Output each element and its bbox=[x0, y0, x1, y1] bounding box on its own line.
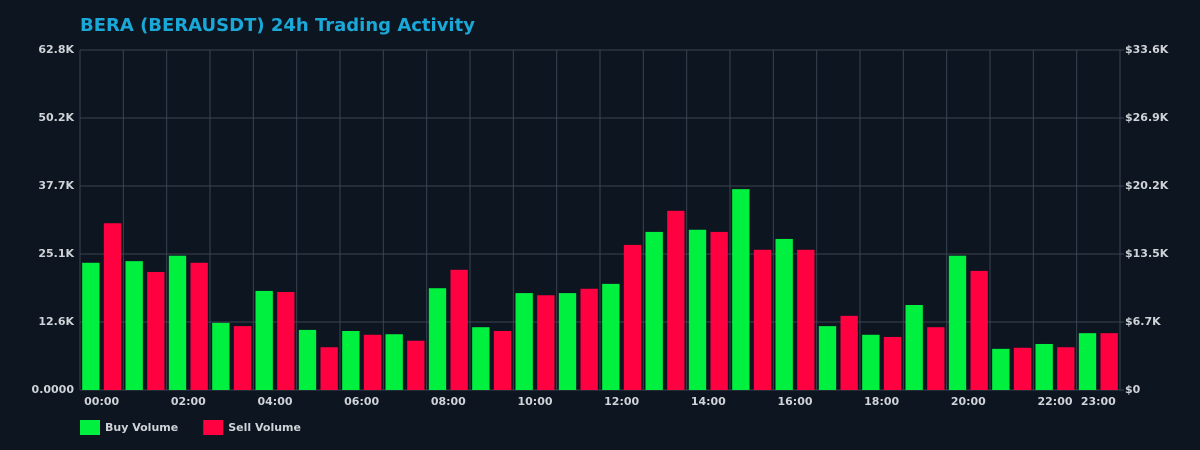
y-tick-label: 50.2K bbox=[38, 111, 74, 124]
x-tick-label: 22:00 bbox=[1037, 395, 1072, 408]
x-tick-label: 04:00 bbox=[257, 395, 292, 408]
bar bbox=[818, 326, 837, 390]
x-tick-label: 23:00 bbox=[1081, 395, 1116, 408]
bar bbox=[255, 290, 273, 390]
bar bbox=[580, 288, 598, 390]
bar bbox=[1100, 333, 1118, 390]
bar bbox=[212, 322, 230, 390]
bar bbox=[970, 270, 988, 390]
bar bbox=[667, 210, 685, 390]
x-tick-label: 02:00 bbox=[171, 395, 206, 408]
bar bbox=[645, 231, 663, 390]
bar bbox=[948, 255, 967, 390]
bar bbox=[472, 327, 490, 390]
x-tick-label: 10:00 bbox=[517, 395, 552, 408]
y2-tick-label: $13.5K bbox=[1125, 247, 1169, 260]
legend-label: Buy Volume bbox=[105, 421, 178, 434]
bar bbox=[602, 283, 620, 390]
bar bbox=[883, 336, 902, 390]
bar bbox=[775, 238, 793, 390]
bar bbox=[623, 244, 642, 390]
bar bbox=[342, 330, 360, 390]
x-tick-label: 18:00 bbox=[864, 395, 899, 408]
bar bbox=[363, 334, 382, 390]
x-tick-label: 16:00 bbox=[777, 395, 812, 408]
bar bbox=[277, 292, 295, 390]
x-tick-label: 12:00 bbox=[604, 395, 639, 408]
bar bbox=[992, 348, 1010, 390]
bar bbox=[493, 330, 512, 390]
chart-title: BERA (BERAUSDT) 24h Trading Activity bbox=[80, 15, 475, 36]
y2-tick-label: $0 bbox=[1125, 383, 1141, 396]
bar bbox=[385, 334, 403, 390]
legend-swatch bbox=[80, 420, 100, 435]
bar bbox=[840, 315, 858, 390]
y-tick-label: 37.7K bbox=[38, 179, 74, 192]
bar bbox=[1057, 347, 1075, 390]
y-tick-label: 25.1K bbox=[38, 247, 74, 260]
y-tick-label: 62.8K bbox=[38, 43, 74, 56]
bar bbox=[168, 255, 187, 390]
y-tick-label: 0.0000 bbox=[32, 383, 75, 396]
bar bbox=[558, 293, 577, 390]
bar bbox=[1013, 347, 1032, 390]
bar bbox=[688, 229, 707, 390]
y2-tick-label: $26.9K bbox=[1125, 111, 1169, 124]
y2-tick-label: $6.7K bbox=[1125, 315, 1161, 328]
bar bbox=[103, 223, 122, 390]
x-tick-label: 14:00 bbox=[691, 395, 726, 408]
x-tick-label: 08:00 bbox=[431, 395, 466, 408]
legend-swatch bbox=[203, 420, 224, 435]
x-tick-label: 20:00 bbox=[951, 395, 986, 408]
bar bbox=[537, 295, 555, 390]
bar bbox=[147, 271, 165, 390]
bar bbox=[407, 340, 425, 390]
y2-tick-label: $20.2K bbox=[1125, 179, 1169, 192]
bar bbox=[732, 189, 750, 390]
bar bbox=[862, 334, 880, 390]
bar bbox=[905, 305, 923, 390]
bar bbox=[797, 249, 815, 390]
bar bbox=[515, 293, 533, 390]
y2-tick-label: $33.6K bbox=[1125, 43, 1169, 56]
bar bbox=[233, 326, 252, 390]
bar bbox=[710, 231, 728, 390]
bar bbox=[82, 262, 100, 390]
x-tick-label: 00:00 bbox=[84, 395, 119, 408]
bar bbox=[927, 327, 945, 390]
y-tick-label: 12.6K bbox=[38, 315, 74, 328]
x-tick-label: 06:00 bbox=[344, 395, 379, 408]
bar bbox=[190, 262, 208, 390]
bar bbox=[450, 269, 468, 390]
bar bbox=[320, 347, 338, 390]
bar bbox=[753, 249, 772, 390]
bar bbox=[1035, 343, 1053, 390]
bar bbox=[1078, 333, 1097, 390]
bar bbox=[428, 288, 447, 390]
bar bbox=[125, 261, 143, 390]
bar bbox=[298, 329, 317, 390]
legend-label: Sell Volume bbox=[228, 421, 301, 434]
